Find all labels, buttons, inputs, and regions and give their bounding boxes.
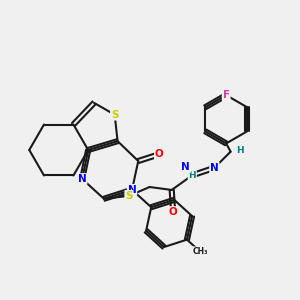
Text: O: O	[169, 207, 178, 217]
Text: N: N	[182, 162, 190, 172]
Text: CH₃: CH₃	[192, 247, 208, 256]
Text: S: S	[111, 110, 118, 120]
Text: N: N	[210, 163, 219, 173]
Text: H: H	[236, 146, 244, 155]
Text: S: S	[125, 191, 133, 201]
Text: N: N	[78, 174, 87, 184]
Text: O: O	[155, 149, 164, 159]
Text: N: N	[128, 185, 136, 195]
Text: H: H	[188, 171, 196, 180]
Text: F: F	[223, 90, 230, 100]
